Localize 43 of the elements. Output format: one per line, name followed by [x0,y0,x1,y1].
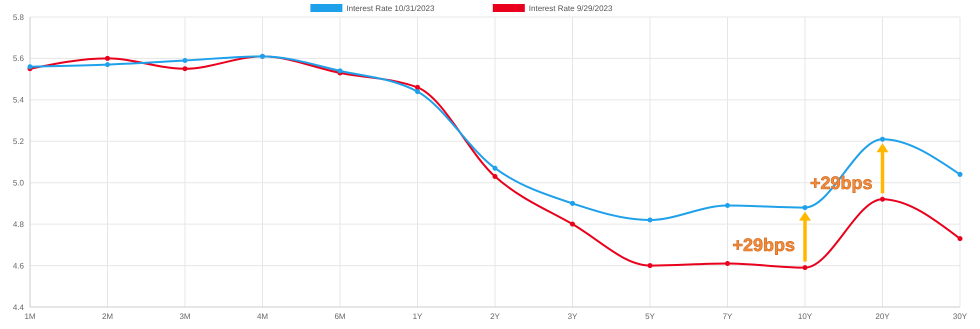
point [492,166,498,171]
annotation: +29bps [732,235,795,256]
point [570,200,575,206]
point [415,89,420,94]
y-tick-label: 5.2 [12,137,25,146]
point [648,218,652,222]
y-tick-label: 5.6 [12,54,25,64]
x-tick-label: 2M [102,312,114,321]
x-tick-label: 10Y [798,312,813,321]
x-tick-label: 5Y [645,312,656,321]
x-tick-label: 6M [334,312,346,321]
point [105,56,110,61]
x-tick-label: 3Y [568,312,578,321]
x-tick-label: 7Y [722,312,734,321]
point [880,196,885,202]
y-tick-label: 5.4 [12,96,25,105]
x-tick-label: 3M [179,312,191,321]
y-tick-label: 5.0 [12,178,25,188]
y-tick-label: 4.4 [12,302,25,312]
y-tick-label: 4.6 [12,261,25,270]
point [492,174,498,179]
legend-label: Interest Rate 9/29/2023 [528,4,613,13]
point [182,58,188,63]
point [105,62,110,68]
point [880,136,885,142]
x-tick-label: 30Y [952,312,968,321]
x-tick-label: 4M [256,312,268,321]
point [802,205,808,210]
y-tick-label: 5.8 [12,12,25,22]
x-tick-label: 1M [24,312,36,321]
point [802,265,808,270]
legend-label: Interest Rate 10/31/2023 [346,4,436,13]
point [725,261,730,266]
point [648,263,652,268]
point [725,203,730,208]
point [958,236,962,242]
point [958,172,962,177]
point [182,66,188,72]
x-tick-label: 20Y [875,312,890,321]
x-tick-label: 1Y [412,312,424,321]
point [570,222,575,227]
y-tick-label: 4.8 [12,220,25,229]
x-tick-label: 2Y [490,312,501,321]
